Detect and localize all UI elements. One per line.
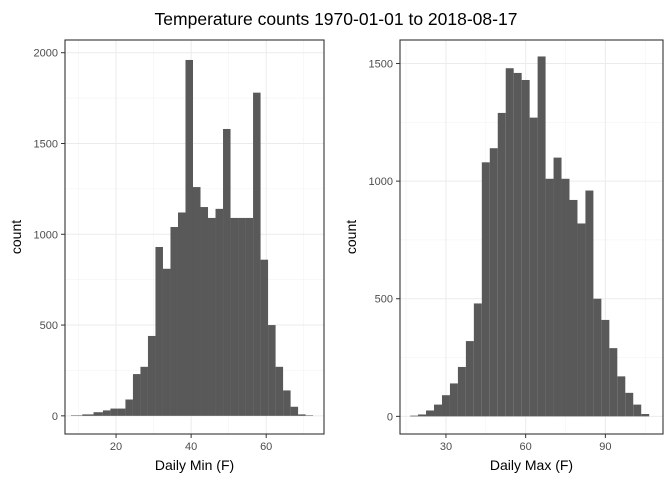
histogram-bar (537, 56, 546, 417)
histogram-bar (82, 414, 94, 416)
panel-daily-max: 30 60 90 0 500 1000 1500 Daily Max (F) count (343, 39, 664, 473)
histogram-bar (410, 415, 419, 417)
histogram-bar (449, 383, 458, 417)
histogram-bar (529, 117, 538, 417)
x-axis-label: Daily Min (F) (155, 457, 234, 473)
histogram-bar (268, 325, 276, 416)
x-tick-label: 60 (520, 441, 532, 453)
histogram-bar (497, 112, 506, 417)
histogram-bar (170, 227, 178, 416)
histogram-bar (465, 341, 474, 417)
histogram-bar (215, 208, 224, 416)
histogram-bar (208, 217, 216, 416)
y-tick-label: 1500 (369, 59, 393, 71)
histogram-bar (617, 376, 626, 417)
y-tick-label: 1500 (34, 138, 58, 150)
histogram-bar (238, 217, 246, 416)
x-tick-label: 90 (599, 441, 611, 453)
histogram-bar (223, 128, 231, 416)
histogram-bar (110, 408, 118, 416)
histogram-bar (521, 79, 530, 417)
y-tick-label: 500 (40, 320, 58, 332)
histogram-bar (200, 207, 209, 416)
histogram-bar (298, 414, 306, 416)
histogram-bar (513, 72, 522, 417)
histogram-bar (641, 414, 650, 417)
x-tick-label: 40 (185, 441, 197, 453)
histogram-bar (457, 366, 466, 417)
panel-border (64, 39, 325, 435)
histogram-bar (305, 415, 314, 416)
histogram-bar (125, 399, 133, 416)
histogram-bar (609, 348, 618, 417)
histogram-bar (162, 268, 171, 416)
histogram-bar (253, 92, 261, 416)
y-tick-label: 1000 (369, 176, 393, 188)
histogram-bar (633, 404, 642, 417)
histogram-bar (245, 217, 254, 416)
histogram-bar (147, 335, 156, 416)
y-tick-label: 0 (387, 411, 393, 423)
histogram-bar (192, 187, 201, 416)
x-tick-label: 60 (260, 441, 272, 453)
histogram-bar (505, 68, 514, 417)
histogram-bar (260, 259, 269, 416)
histogram-bar (593, 298, 602, 417)
histogram-bar (132, 374, 141, 416)
y-tick-label: 500 (375, 294, 393, 306)
histogram-bar (155, 246, 163, 416)
histogram-bar (553, 157, 562, 417)
histogram-bar (275, 366, 284, 416)
histogram-bar (102, 410, 111, 416)
x-tick-label: 30 (440, 441, 452, 453)
histogram-bar (481, 162, 490, 417)
histogram-bar (290, 406, 299, 416)
histogram-bar (473, 303, 482, 417)
histogram-bar (561, 178, 570, 417)
y-axis-label: count (343, 220, 359, 254)
y-tick-label: 1000 (34, 229, 58, 241)
histogram-bar (426, 410, 435, 417)
histogram-bar (585, 190, 594, 417)
histogram-bar (71, 415, 83, 416)
histogram-bar (283, 390, 291, 416)
panel-border (399, 39, 664, 435)
histogram-bar (185, 59, 193, 416)
y-axis-label: count (8, 220, 24, 254)
histogram-bar (177, 212, 186, 416)
panel-daily-min: 20 40 60 0 500 1000 1500 2000 Daily Min (F) count (8, 39, 325, 473)
chart-title: Temperature counts 1970-01-01 to 2018-08… (155, 9, 518, 29)
histogram-bar (93, 412, 103, 416)
histogram-bar (545, 178, 554, 417)
histogram-bar (569, 199, 578, 417)
histogram-bar (601, 319, 610, 417)
y-tick-label: 0 (52, 411, 58, 423)
histogram-bar (434, 404, 442, 417)
x-tick-label: 20 (110, 441, 122, 453)
histogram-bar (577, 223, 586, 417)
histogram-bar (625, 392, 634, 417)
x-axis-label: Daily Max (F) (490, 457, 573, 473)
histogram-bar (441, 395, 450, 417)
y-tick-label: 2000 (34, 48, 58, 60)
histogram-bar (230, 217, 239, 416)
histogram-bar (140, 366, 148, 416)
histogram-bar (117, 408, 126, 416)
histogram-bar (418, 414, 427, 417)
histogram-bar (489, 148, 498, 417)
